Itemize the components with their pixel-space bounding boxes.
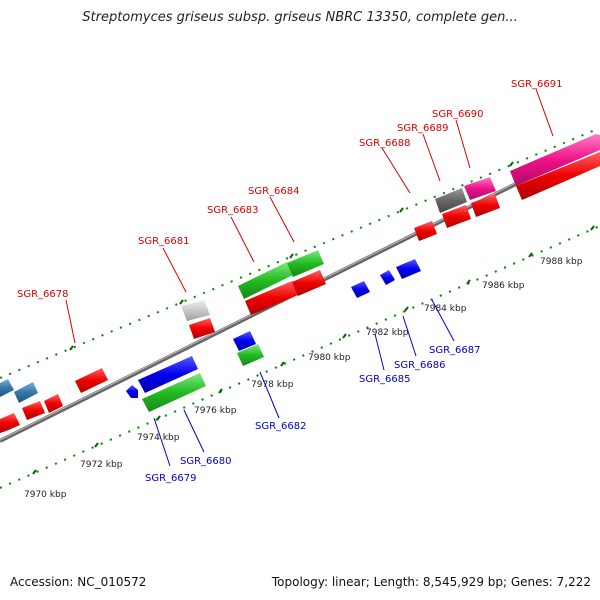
gene-label-sgr-6682: SGR_6682 [255, 421, 307, 432]
tick-label: 7974 kbp [137, 433, 180, 443]
cds-arrow [238, 262, 293, 299]
cds-arrow [75, 368, 108, 393]
forward-tick-track [0, 127, 600, 379]
tick-label: 7988 kbp [540, 257, 583, 267]
cds-arrow [435, 188, 467, 213]
gene-label-sgr-6680: SGR_6680 [180, 456, 232, 467]
cds-arrow [189, 318, 215, 339]
cds-track-reverse[interactable] [126, 259, 421, 412]
gene-label-sgr-6688: SGR_6688 [359, 138, 411, 149]
gene-labels-forward[interactable]: SGR_6678 SGR_6681 SGR_6683 SGR_6684 SGR_… [17, 79, 563, 300]
tick-label: 7982 kbp [366, 328, 409, 338]
tick-label: 7978 kbp [251, 380, 294, 390]
tick-label: 7970 kbp [24, 490, 67, 500]
gene-label-sgr-6691: SGR_6691 [511, 79, 563, 90]
accession-text: Accession: NC_010572 [10, 575, 147, 589]
gene-label-sgr-6687: SGR_6687 [429, 345, 481, 356]
tick-label: 7984 kbp [424, 304, 467, 314]
gene-label-sgr-6679: SGR_6679 [145, 473, 197, 484]
tick-label: 7986 kbp [482, 281, 525, 291]
cds-arrow [442, 205, 471, 228]
gene-label-sgr-6685: SGR_6685 [359, 374, 411, 385]
cds-arrow [138, 356, 198, 393]
cds-arrow [287, 250, 324, 277]
tick-label: 7976 kbp [194, 406, 237, 416]
cds-arrow [44, 394, 63, 413]
cds-arrow [126, 385, 138, 398]
cds-arrow [245, 281, 298, 315]
cds-arrow [142, 373, 206, 412]
gene-labels-reverse[interactable]: SGR_6679 SGR_6680 SGR_6682 SGR_6685 SGR_… [145, 345, 481, 484]
cds-arrow [292, 270, 326, 296]
cds-arrow [380, 270, 395, 285]
cds-arrow [396, 259, 421, 279]
gene-label-sgr-6678: SGR_6678 [17, 289, 69, 300]
gene-label-sgr-6690: SGR_6690 [432, 109, 484, 120]
cds-arrow [351, 281, 370, 298]
cds-arrow [464, 177, 496, 200]
cds-arrow [233, 331, 256, 351]
gene-label-sgr-6689: SGR_6689 [397, 123, 449, 134]
cds-arrow [237, 344, 264, 366]
label-leaders [153, 299, 455, 467]
cds-arrow [414, 221, 437, 241]
tick-label: 7980 kbp [308, 353, 351, 363]
genome-summary: Topology: linear; Length: 8,545,929 bp; … [271, 575, 591, 589]
cds-arrow [0, 413, 20, 433]
cds-arrow [181, 300, 210, 321]
cds-track-upper[interactable] [0, 134, 600, 403]
cds-arrow [22, 401, 45, 420]
scale-labels: 7970 kbp 7972 kbp 7974 kbp 7976 kbp 7978… [24, 257, 583, 500]
label-leaders [65, 88, 554, 344]
page-title: Streptomyces griseus subsp. griseus NBRC… [82, 10, 518, 25]
gene-label-sgr-6684: SGR_6684 [248, 186, 300, 197]
gene-label-sgr-6683: SGR_6683 [207, 205, 259, 216]
cds-arrow [510, 134, 600, 186]
cds-arrow [516, 152, 600, 200]
cds-arrow [471, 194, 500, 217]
cds-arrow [14, 382, 38, 403]
cds-track-forward[interactable] [0, 152, 600, 433]
cds-arrow [0, 379, 14, 397]
tick-label: 7972 kbp [80, 460, 123, 470]
major-ticks [32, 161, 595, 475]
gene-label-sgr-6686: SGR_6686 [394, 360, 446, 371]
gene-label-sgr-6681: SGR_6681 [138, 236, 190, 247]
